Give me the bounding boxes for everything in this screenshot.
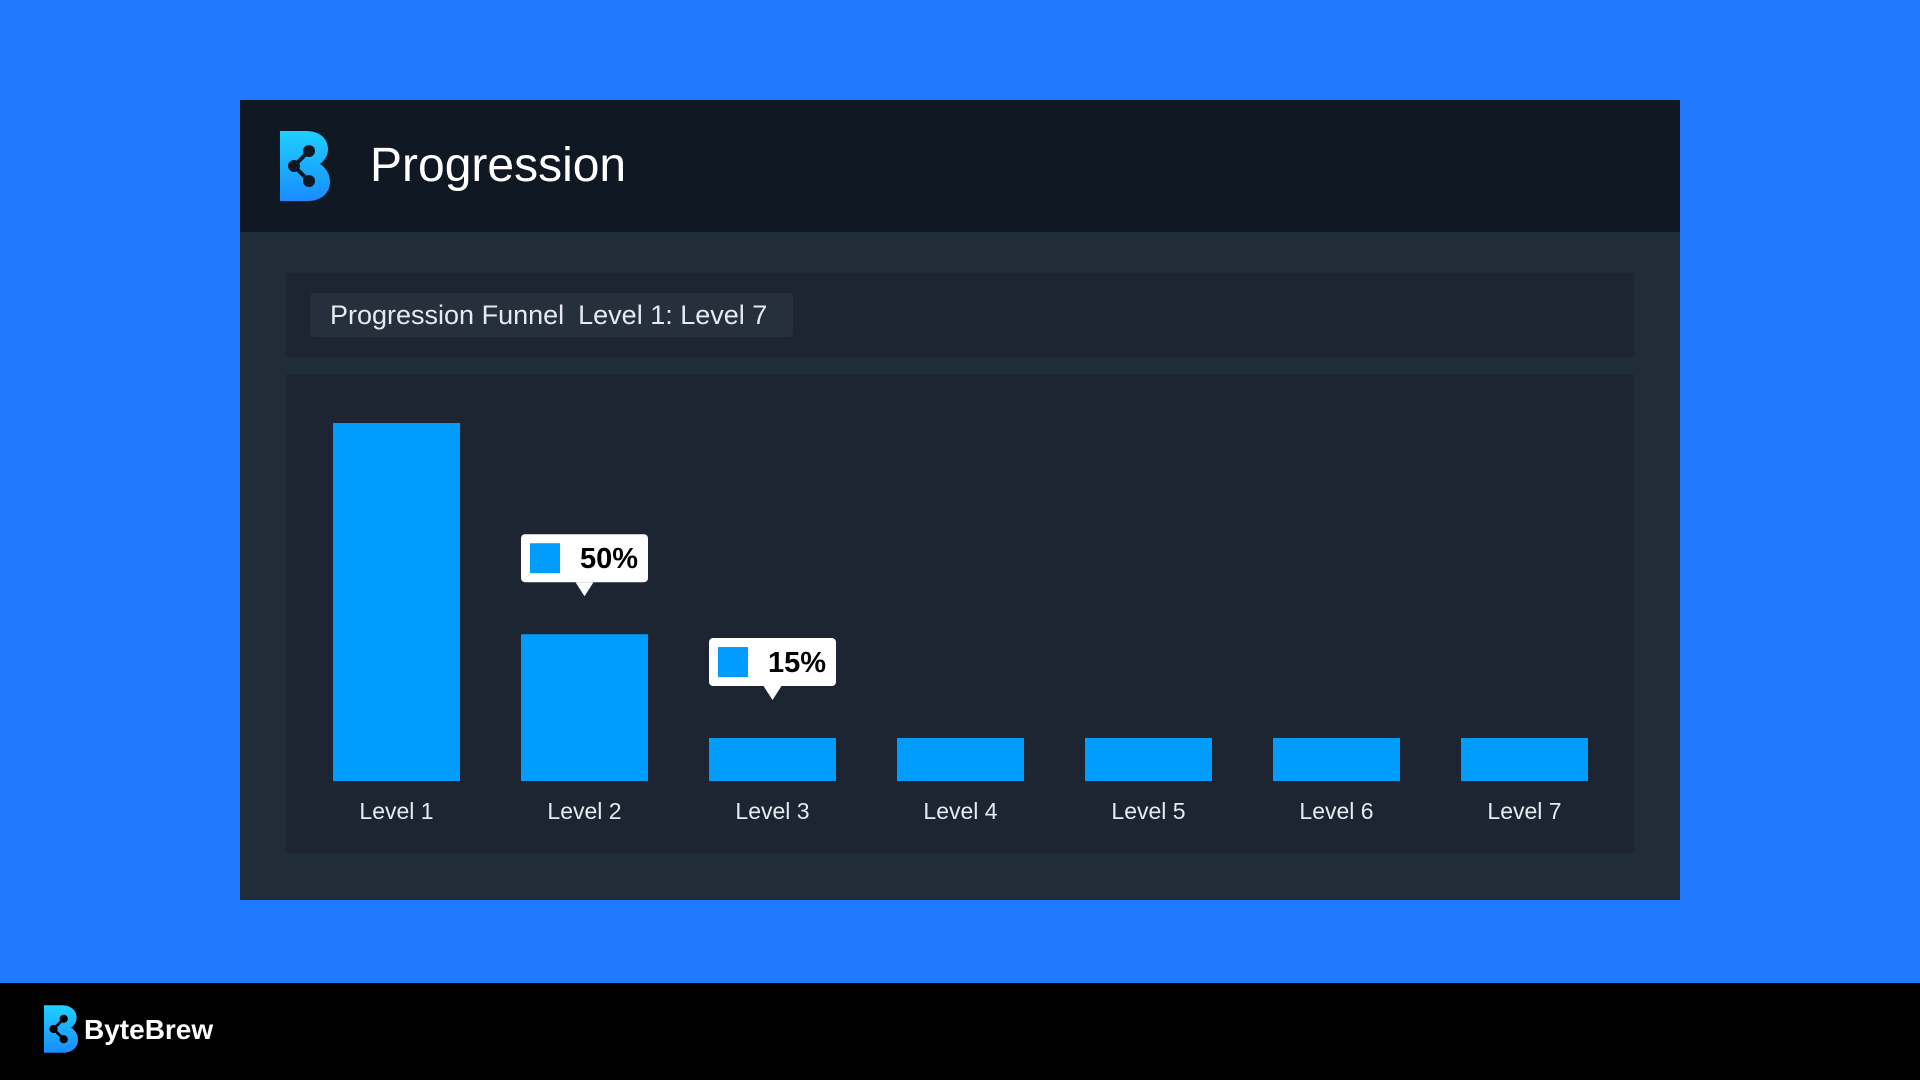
- data-label: 15%: [768, 647, 826, 679]
- footer: ByteBrew: [0, 983, 1920, 1080]
- x-tick-label: Level 4: [923, 798, 997, 824]
- chart-area: Level 1 Level 2 Level 3 Level 4 Level 5 Level…: [286, 374, 1634, 853]
- bar[interactable]: [1085, 738, 1212, 781]
- bar[interactable]: [709, 738, 836, 781]
- page-title: Progression: [370, 139, 627, 192]
- x-tick-label: Level 7: [1487, 798, 1561, 824]
- x-tick-label: Level 6: [1299, 798, 1373, 824]
- progression-panel: Progression Progression Funnel Level 1: L…: [240, 100, 1680, 900]
- tooltip-pointer: [575, 582, 594, 597]
- legend-swatch: [718, 647, 748, 678]
- legend-swatch: [530, 543, 560, 574]
- panel-header: Progression: [240, 100, 1680, 232]
- funnel-filter-chip[interactable]: Progression Funnel Level 1: Level 7: [310, 293, 794, 337]
- bar[interactable]: [521, 634, 648, 781]
- x-tick-label: Level 1: [359, 798, 433, 824]
- bytebrew-logo-icon: [280, 131, 330, 201]
- funnel-filter-label: Progression Funnel: [330, 300, 565, 330]
- x-tick-label: Level 3: [735, 798, 809, 824]
- value-tooltip: 50%: [521, 534, 648, 597]
- funnel-bar-chart: Level 1 Level 2 Level 3 Level 4 Level 5 Level…: [333, 423, 1588, 824]
- x-tick-label: Level 2: [547, 798, 621, 824]
- value-tooltip: 15%: [709, 638, 836, 701]
- bar[interactable]: [333, 423, 460, 781]
- data-label: 50%: [580, 543, 638, 575]
- bytebrew-logo-icon: [44, 1005, 78, 1053]
- x-tick-label: Level 5: [1111, 798, 1185, 824]
- bar[interactable]: [1461, 738, 1588, 781]
- bar[interactable]: [1273, 738, 1400, 781]
- funnel-filter-range: Level 1: Level 7: [578, 300, 768, 330]
- bar[interactable]: [897, 738, 1024, 781]
- footer-brand: ByteBrew: [84, 1014, 214, 1045]
- filter-bar: Progression Funnel Level 1: Level 7: [286, 273, 1634, 357]
- tooltip-pointer: [763, 686, 782, 701]
